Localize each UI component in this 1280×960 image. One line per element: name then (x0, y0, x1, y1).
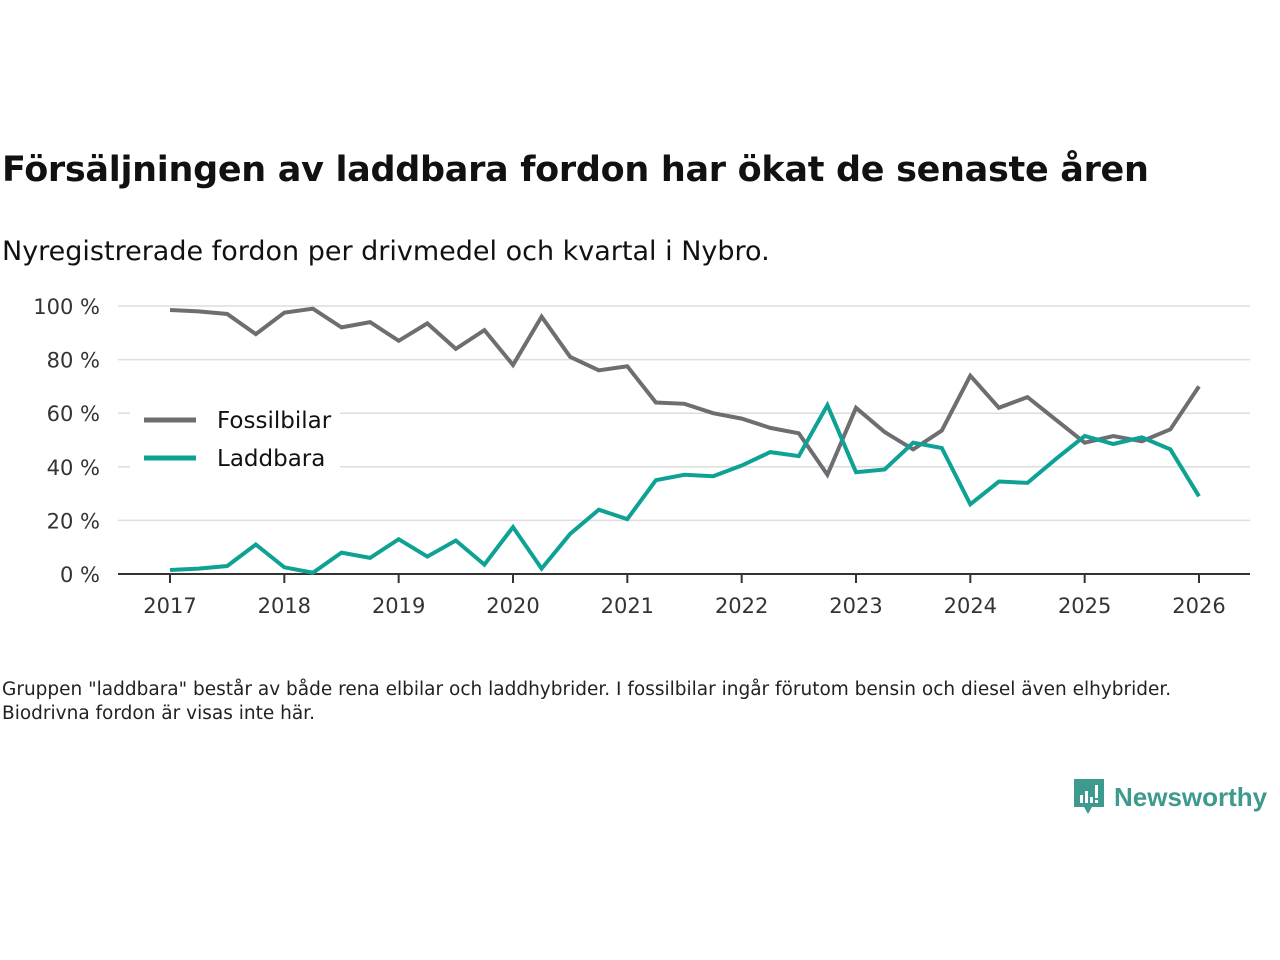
x-axis: 2017 2018 2019 2020 2021 2022 2023 2024 2025 2026 (118, 573, 1250, 618)
series-lines (169, 306, 1201, 575)
legend-bg (130, 398, 340, 432)
y-tick-label: 60 % (47, 402, 100, 426)
y-tick-label: 40 % (47, 456, 100, 480)
line-chart: 0 % 20 % 40 % 60 % 80 % 100 % 2017 2018 2019 202… (33, 295, 1250, 618)
x-tick-label: 2022 (715, 594, 768, 618)
x-tick-label: 2019 (372, 594, 425, 618)
logo-icon (1074, 779, 1104, 814)
series-line-fossilbilar (169, 306, 1201, 479)
legend-bg (130, 436, 340, 470)
series-line-laddbara (169, 400, 1201, 575)
legend-label: Laddbara (217, 446, 325, 472)
legend-label: Fossilbilar (217, 408, 332, 434)
y-tick-label: 100 % (33, 295, 100, 319)
gridlines (118, 305, 1250, 522)
legend: Fossilbilar Laddbara (130, 398, 340, 472)
chart-title: Försäljningen av laddbara fordon har öka… (2, 150, 1149, 190)
y-tick-label: 80 % (47, 349, 100, 373)
x-tick-label: 2025 (1058, 594, 1111, 618)
x-tick-label: 2024 (944, 594, 997, 618)
x-tick-label: 2023 (829, 594, 882, 618)
newsworthy-logo[interactable]: Newsworthy (1072, 777, 1267, 817)
y-tick-label: 0 % (60, 563, 100, 587)
footnote: Gruppen "laddbara" består av både rena e… (2, 679, 1172, 724)
chart-subtitle: Nyregistrerade fordon per drivmedel och … (2, 236, 770, 267)
x-tick-label: 2021 (601, 594, 654, 618)
logo-text: Newsworthy (1114, 781, 1268, 812)
x-tick-label: 2026 (1172, 594, 1225, 618)
x-tick-label: 2018 (258, 594, 311, 618)
x-tick-label: 2017 (143, 594, 196, 618)
y-tick-label: 20 % (47, 509, 100, 533)
x-tick-label: 2020 (486, 594, 539, 618)
y-axis: 0 % 20 % 40 % 60 % 80 % 100 % (33, 295, 100, 587)
